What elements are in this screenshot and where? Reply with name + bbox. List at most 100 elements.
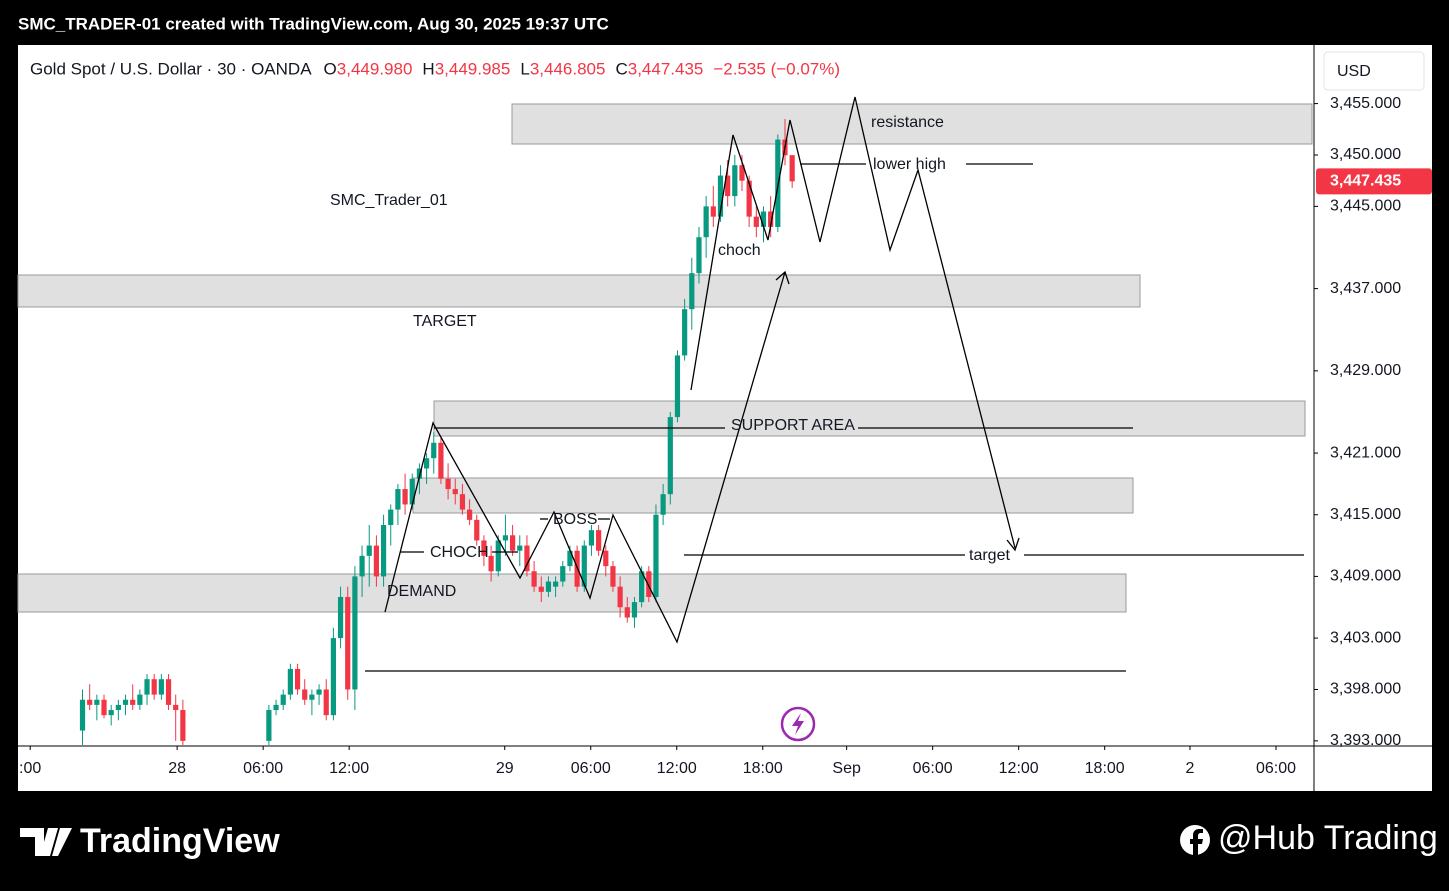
event-icon[interactable] xyxy=(780,706,816,742)
path xyxy=(384,271,786,644)
candle-body xyxy=(624,607,630,618)
candle-body xyxy=(488,555,494,572)
candle-body xyxy=(545,581,552,592)
x-tick-label: 2 xyxy=(1186,760,1195,777)
y-tick-label: 3,415.000 xyxy=(1330,506,1401,523)
candle-body xyxy=(739,165,745,181)
candle-body xyxy=(337,596,344,639)
facebook-f xyxy=(1190,829,1203,856)
x-tick-label: 12:00 xyxy=(999,760,1039,777)
candle-body xyxy=(588,530,595,546)
ohlc-value: 3,449.980 xyxy=(337,59,413,78)
x-tick-label: 29 xyxy=(496,760,514,777)
candle-body xyxy=(553,581,559,587)
ohlc-value: 3,446.805 xyxy=(530,59,606,78)
label: resistance xyxy=(871,114,944,131)
candle-body xyxy=(395,489,401,510)
candle-body xyxy=(567,550,573,567)
candle-body xyxy=(524,545,530,572)
change: −2.535 (−0.07%) xyxy=(713,59,840,78)
candle-body xyxy=(101,699,107,716)
candle-body xyxy=(631,602,638,618)
arrow-head xyxy=(1006,537,1020,552)
x-tick-label: 18:00 xyxy=(1085,760,1125,777)
x-tick-label: 12:00 xyxy=(329,760,369,777)
x-tick-label: 06:00 xyxy=(243,760,283,777)
candle-body xyxy=(130,699,136,705)
last-price-label: 3,447.435 xyxy=(1330,173,1401,190)
candle-body xyxy=(94,699,100,705)
x-tick-label: 06:00 xyxy=(1256,760,1296,777)
candle-body xyxy=(122,699,129,705)
candle-body xyxy=(373,545,380,577)
currency-button[interactable] xyxy=(1323,51,1425,91)
zone xyxy=(17,274,1141,308)
candle-body xyxy=(617,586,623,608)
candle-body xyxy=(696,237,702,274)
logo xyxy=(20,828,72,856)
candle-body xyxy=(531,571,537,587)
ohlc-key: H xyxy=(422,59,434,78)
arrow-head xyxy=(775,270,790,285)
candle-body xyxy=(323,689,329,716)
candle-body xyxy=(495,540,501,572)
candle-body xyxy=(710,206,716,217)
candle-body xyxy=(789,155,795,182)
zone xyxy=(433,400,1306,437)
candle-body xyxy=(560,566,566,582)
ohlc-value: 3,447.435 xyxy=(628,59,704,78)
x-tick-label: 06:00 xyxy=(913,760,953,777)
x-tick-label: 06:00 xyxy=(571,760,611,777)
candle-body xyxy=(703,206,709,238)
candle-body xyxy=(158,679,164,695)
candle-body xyxy=(682,309,688,356)
candle-body xyxy=(481,540,487,556)
candle-body xyxy=(646,571,652,597)
x-tick-label: :00 xyxy=(19,760,41,777)
candle-body xyxy=(330,638,336,716)
candle-body xyxy=(717,175,724,217)
label: DEMAND xyxy=(387,583,456,600)
candle-body xyxy=(667,417,673,495)
candle-body xyxy=(316,689,322,695)
credit: @Hub Trading xyxy=(1218,819,1438,857)
candle-body xyxy=(474,519,480,541)
candle-body xyxy=(151,679,157,695)
candle-body xyxy=(431,442,437,459)
y-tick-label: 3,393.000 xyxy=(1330,732,1401,749)
y-tick-label: 3,429.000 xyxy=(1330,362,1401,379)
candle-body xyxy=(366,545,372,556)
y-tick-label: 3,450.000 xyxy=(1330,146,1401,163)
candle-body xyxy=(538,586,544,592)
candle-body xyxy=(416,468,423,479)
brand: TradingView @Hub Trading xyxy=(20,819,1438,860)
candle-body xyxy=(115,704,121,711)
currency[interactable]: USD xyxy=(1337,63,1371,80)
x-tick-label: Sep xyxy=(832,760,861,777)
candle-body xyxy=(445,478,451,490)
label: BOSS xyxy=(553,511,597,528)
candle-body xyxy=(287,668,293,695)
candle-body xyxy=(746,180,752,217)
ohlc: O 3,449.980 H 3,449.985 L 3,446.805 C 3,447.435… xyxy=(324,59,840,78)
candle-body xyxy=(266,710,272,741)
candle-body xyxy=(674,355,681,418)
candle-body xyxy=(108,710,114,716)
y-tick-label: 3,403.000 xyxy=(1330,629,1401,646)
candle-body xyxy=(753,216,759,227)
candle-body xyxy=(653,514,659,597)
zones xyxy=(17,103,1313,613)
ohlc-key: C xyxy=(615,59,627,78)
candle-body xyxy=(660,494,666,515)
last-price-box xyxy=(1316,168,1432,195)
path xyxy=(690,96,1016,549)
y-tick-label: 3,421.000 xyxy=(1330,444,1401,461)
candle-body xyxy=(302,689,308,700)
label: target xyxy=(969,547,1010,564)
candle-body xyxy=(180,710,186,741)
label: CHOCH xyxy=(430,544,489,561)
candle-body xyxy=(173,704,179,711)
candle-body xyxy=(459,494,466,510)
candle-body xyxy=(144,679,150,695)
candle-body xyxy=(345,596,351,690)
